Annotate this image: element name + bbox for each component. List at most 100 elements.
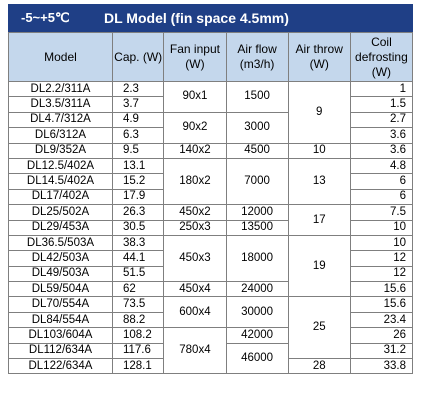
model-cell: DL59/504A (8, 281, 113, 298)
capacity-cell: 108.2 (111, 327, 165, 344)
capacity-cell: 62 (111, 281, 165, 298)
air-flow-cell: 3000 (225, 111, 289, 144)
model-cell: DL6/312A (8, 127, 113, 144)
header-model: Model (8, 32, 113, 82)
model-cell: DL14.5/402A (8, 173, 113, 190)
air-throw-cell: 13 (287, 157, 351, 206)
defrost-cell: 6 (349, 173, 414, 190)
model-cell: DL49/503A (8, 265, 113, 283)
defrost-cell: 7.5 (349, 204, 414, 221)
fan-input-cell: 450x2 (163, 204, 227, 221)
table-row: DL12.5/402A 13.1 180x2 7000 13 4.8 (8, 157, 414, 206)
fan-input-cell: 780x4 (163, 327, 227, 375)
spec-sheet: -5~+5℃ DL Model (fin space 4.5mm) Model … (8, 4, 414, 375)
air-flow-cell: 7000 (225, 157, 289, 206)
header-air-throw: Air throw (W) (287, 32, 351, 82)
model-cell: DL29/453A (8, 219, 113, 236)
table-row: DL49/503A 51.5 12 (8, 265, 414, 283)
fan-input-cell: 140x2 (163, 142, 227, 159)
fan-input-cell: 450x3 (163, 234, 227, 283)
capacity-cell: 6.3 (111, 127, 165, 144)
air-flow-cell: 42000 (225, 327, 289, 344)
defrost-cell: 3.6 (349, 142, 414, 159)
model-cell: DL3.5/311A (8, 96, 113, 113)
defrost-cell: 1.5 (349, 96, 414, 113)
model-cell: DL36.5/503A (8, 234, 113, 252)
header-coil-defrosting: Coil defrosting (W) (349, 32, 414, 82)
table-row: DL3.5/311A 3.7 1.5 (8, 96, 414, 113)
air-flow-cell: 18000 (225, 234, 289, 283)
air-throw-cell: 19 (287, 234, 351, 298)
table-row: DL9/352A 9.5 140x2 4500 10 3.6 (8, 142, 414, 159)
fan-input-cell: 90x2 (163, 111, 227, 144)
temperature-range: -5~+5℃ (21, 10, 70, 25)
header-capacity: Cap. (W) (111, 32, 165, 82)
model-cell: DL103/604A (8, 327, 113, 344)
model-cell: DL112/634A (8, 342, 113, 360)
fan-input-cell: 450x4 (163, 281, 227, 298)
defrost-cell: 6 (349, 188, 414, 206)
defrost-cell: 23.4 (349, 311, 414, 329)
table-row: DL17/402A 17.9 6 (8, 188, 414, 206)
defrost-cell: 10 (349, 234, 414, 252)
capacity-cell: 3.7 (111, 96, 165, 113)
table-row: DL4.7/312A 4.9 90x2 3000 2.7 (8, 111, 414, 144)
air-throw-cell: 17 (287, 204, 351, 236)
table-row: DL36.5/503A 38.3 450x3 18000 19 10 (8, 234, 414, 298)
air-throw-cell: 9 (287, 81, 351, 144)
capacity-cell: 2.3 (111, 80, 165, 98)
table-row: DL2.2/311A 2.3 90x1 1500 9 1 (8, 80, 414, 144)
table-row: DL29/453A 30.5 250x3 13500 10 (8, 219, 414, 236)
air-flow-cell: 1500 (225, 81, 289, 113)
defrost-cell: 31.2 (349, 342, 414, 360)
header-air-flow: Air flow (m3/h) (225, 32, 289, 82)
defrost-cell: 12 (349, 265, 414, 283)
table-row: DL6/312A 6.3 3.6 (8, 127, 414, 144)
model-cell: DL12.5/402A (8, 157, 113, 175)
table-row: DL70/554A 73.5 600x4 30000 25 15.6 (8, 296, 414, 360)
air-flow-cell: 46000 (225, 342, 289, 375)
capacity-cell: 30.5 (111, 219, 165, 236)
table-row: DL122/634A 128.1 28 33.8 (8, 358, 414, 375)
table-row: DL42/503A 44.1 12 (8, 250, 414, 267)
defrost-cell: 12 (349, 250, 414, 267)
capacity-cell: 26.3 (111, 204, 165, 221)
model-cell: DL84/554A (8, 311, 113, 329)
capacity-cell: 128.1 (111, 358, 165, 375)
header-fan-input: Fan input (W) (163, 32, 227, 82)
air-flow-cell: 13500 (225, 219, 289, 236)
fan-input-cell: 600x4 (163, 296, 227, 329)
capacity-cell: 13.1 (111, 157, 165, 175)
air-throw-cell: 25 (287, 296, 351, 360)
model-cell: DL42/503A (8, 250, 113, 267)
air-throw-cell: 28 (287, 358, 351, 375)
model-cell: DL2.2/311A (8, 80, 113, 98)
air-flow-cell: 30000 (225, 296, 289, 329)
capacity-cell: 9.5 (111, 142, 165, 159)
defrost-cell: 2.7 (349, 111, 414, 129)
table-row: DL103/604A 108.2 780x4 42000 26 (8, 327, 414, 375)
model-cell: DL9/352A (8, 142, 113, 159)
capacity-cell: 38.3 (111, 234, 165, 252)
model-cell: DL70/554A (8, 296, 113, 313)
header-row: Model Cap. (W) Fan input (W) Air flow (m… (8, 32, 414, 82)
defrost-cell: 26 (349, 327, 414, 344)
model-cell: DL122/634A (8, 358, 113, 375)
spec-table: Model Cap. (W) Fan input (W) Air flow (m… (8, 32, 414, 375)
capacity-cell: 4.9 (111, 111, 165, 129)
air-throw-cell: 10 (287, 142, 351, 159)
table-row: DL112/634A 117.6 46000 31.2 (8, 342, 414, 375)
capacity-cell: 17.9 (111, 188, 165, 206)
capacity-cell: 73.5 (111, 296, 165, 313)
table-row: DL59/504A 62 450x4 24000 15.6 (8, 281, 414, 298)
air-flow-cell: 4500 (225, 142, 289, 159)
table-row: DL25/502A 26.3 450x2 12000 17 7.5 (8, 204, 414, 236)
model-cell: DL25/502A (8, 204, 113, 221)
air-flow-cell: 12000 (225, 204, 289, 221)
capacity-cell: 15.2 (111, 173, 165, 190)
defrost-cell: 1 (349, 80, 414, 98)
capacity-cell: 44.1 (111, 250, 165, 267)
defrost-cell: 33.8 (349, 358, 414, 375)
model-cell: DL17/402A (8, 188, 113, 206)
capacity-cell: 88.2 (111, 311, 165, 329)
